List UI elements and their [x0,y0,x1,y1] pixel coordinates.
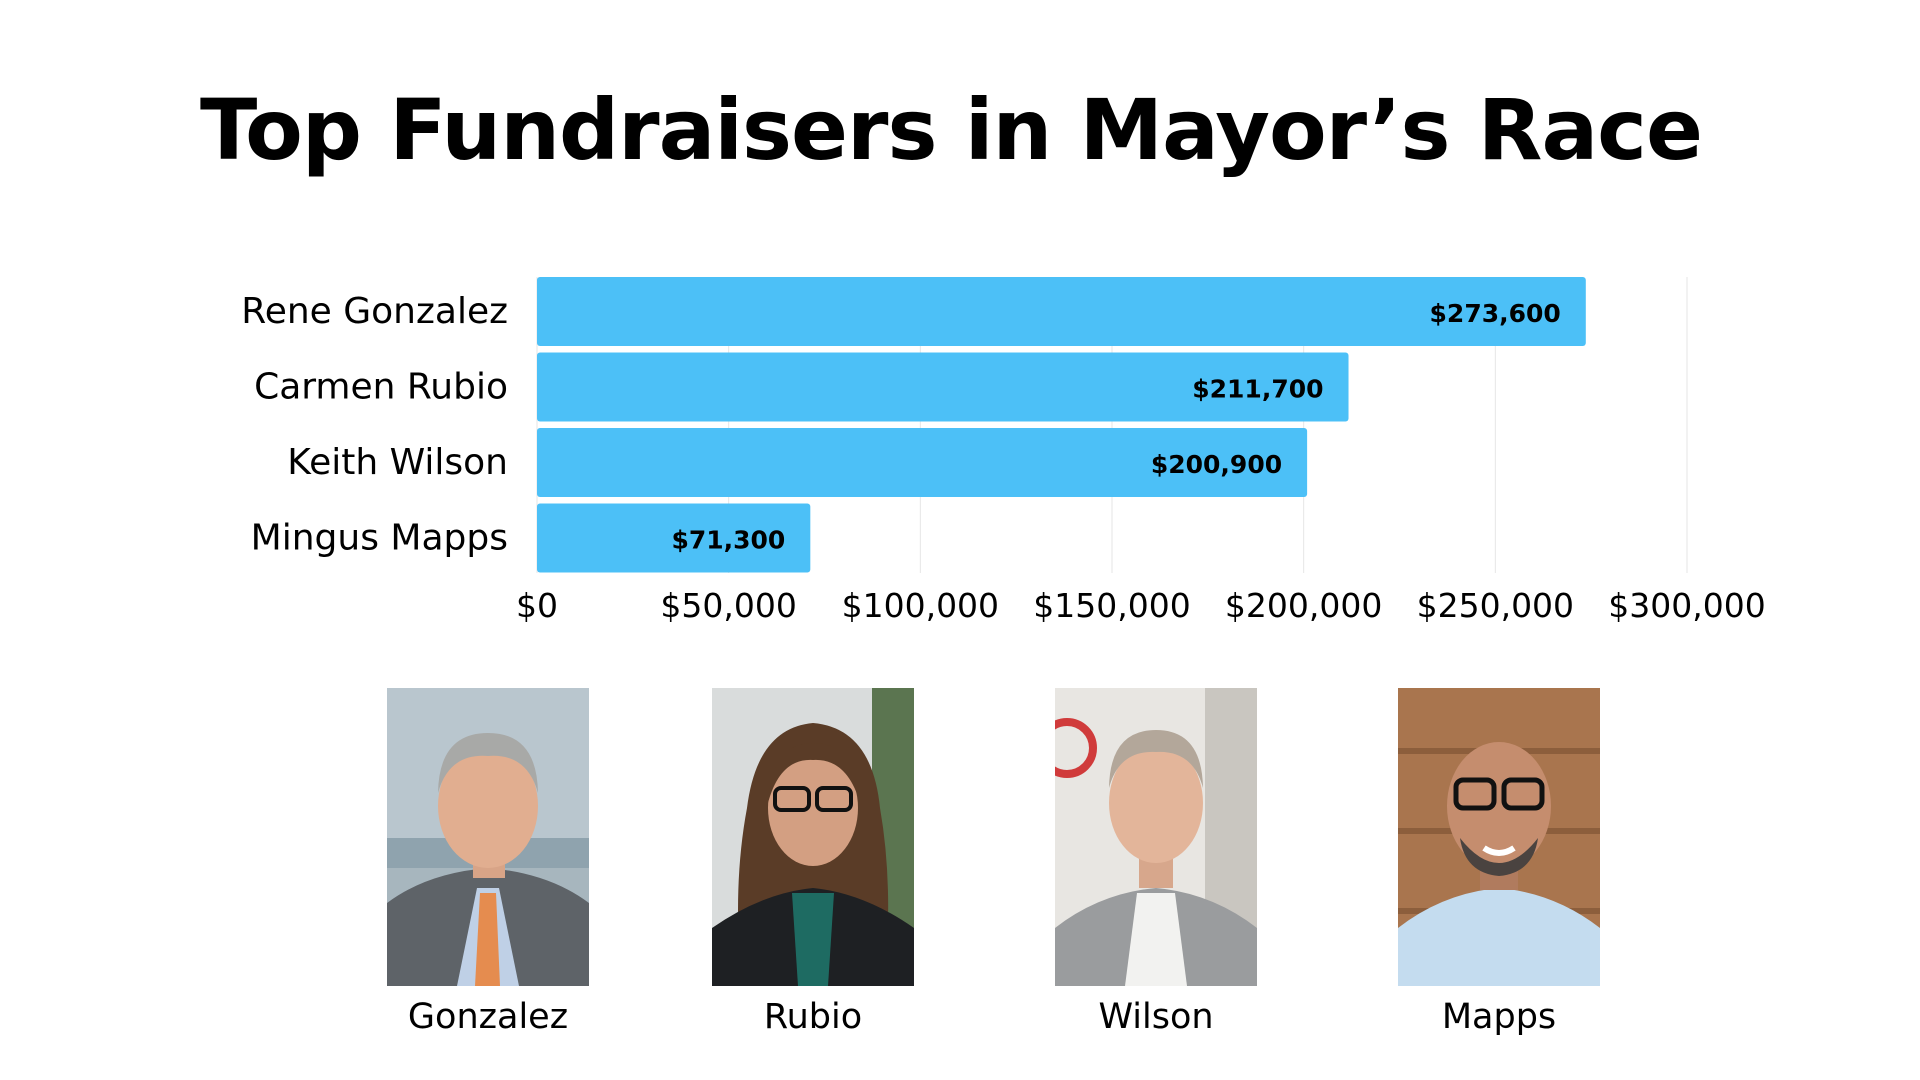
value-label-1: $211,700 [1192,375,1323,404]
caption-gonzalez: Gonzalez [407,997,569,1037]
value-label-0: $273,600 [1430,299,1561,328]
x-tick-label-2: $100,000 [842,586,999,625]
category-label-1: Carmen Rubio [254,367,508,408]
category-label-2: Keith Wilson [287,442,508,483]
portrait-gonzalez-icon [387,688,589,986]
value-label-2: $200,900 [1151,450,1282,479]
photo-mapps [1398,688,1600,986]
x-tick-label-1: $50,000 [660,586,796,625]
x-tick-label-5: $250,000 [1417,586,1574,625]
portrait-mapps-icon [1398,688,1600,986]
value-label-3: $71,300 [671,526,785,555]
bar-2 [537,428,1308,497]
bar-1 [537,352,1349,422]
caption-rubio: Rubio [763,997,863,1037]
bar-0 [537,277,1586,346]
caption-wilson: Wilson [1098,997,1214,1037]
category-label-0: Rene Gonzalez [241,291,508,332]
bar-3 [537,503,811,573]
chart-title: Top Fundraisers in Mayor’s Race [200,81,1703,179]
photo-wilson [1055,688,1257,986]
category-label-3: Mingus Mapps [251,518,508,559]
portrait-wilson-icon [1055,688,1257,986]
x-tick-label-6: $300,000 [1608,586,1765,625]
bar-chart: Rene Gonzalez $273,600 Carmen Rubio $211,70… [241,277,1766,625]
portrait-rubio-icon [712,688,914,986]
caption-mapps: Mapps [1441,997,1557,1037]
x-tick-label-3: $150,000 [1033,586,1190,625]
x-tick-label-0: $0 [516,586,558,625]
photo-rubio [712,688,914,986]
photo-gonzalez [387,688,589,986]
x-tick-label-4: $200,000 [1225,586,1382,625]
